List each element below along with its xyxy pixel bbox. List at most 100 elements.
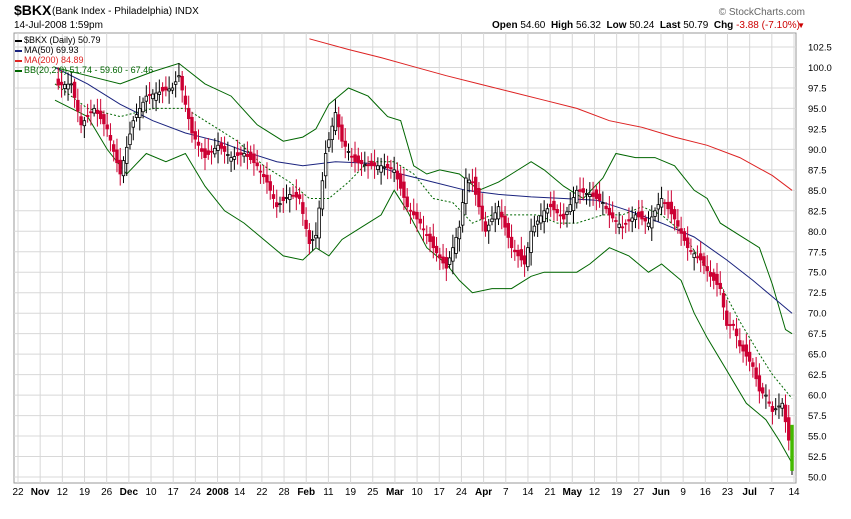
candle-body bbox=[653, 210, 657, 217]
candle-body bbox=[679, 228, 683, 234]
candle-body bbox=[76, 99, 80, 112]
candle-body bbox=[607, 207, 612, 216]
candle-body bbox=[725, 310, 729, 326]
candle-body bbox=[565, 211, 569, 215]
candle-body bbox=[206, 150, 210, 155]
candle-body bbox=[552, 200, 556, 211]
candle-body bbox=[147, 94, 152, 96]
candle-body bbox=[232, 156, 237, 160]
candle-body bbox=[333, 112, 338, 132]
candle-body bbox=[193, 131, 197, 140]
candle-body bbox=[304, 219, 308, 229]
candle-body bbox=[301, 202, 305, 214]
candle-body bbox=[591, 192, 595, 197]
candle-body bbox=[526, 247, 530, 268]
candle-body bbox=[444, 257, 449, 269]
candle-body bbox=[588, 194, 592, 197]
candle-body bbox=[89, 111, 93, 114]
candle-body bbox=[718, 282, 722, 290]
candle-body bbox=[63, 84, 67, 89]
candle-body bbox=[666, 201, 670, 210]
candle-body bbox=[597, 193, 602, 201]
candle-body bbox=[128, 133, 132, 146]
change-value: -3.88 (-7.10%) bbox=[736, 20, 800, 31]
x-tick-label: 11 bbox=[323, 487, 334, 498]
candle-body bbox=[640, 211, 644, 220]
legend-bb-label: BB(20,2.0) 51.74 - 59.60 - 67.46 bbox=[24, 65, 154, 75]
candle-body bbox=[190, 116, 194, 134]
candle-body bbox=[69, 83, 74, 86]
candle-body bbox=[265, 174, 269, 183]
y-tick-label: 57.5 bbox=[808, 411, 827, 422]
candle-body bbox=[594, 189, 599, 199]
candle-body bbox=[288, 194, 292, 200]
candle-body bbox=[428, 233, 432, 242]
x-tick-label: 14 bbox=[788, 487, 800, 498]
legend-ma50: MA(50) 69.93 bbox=[15, 45, 79, 55]
candle-body bbox=[712, 272, 716, 281]
candle-body bbox=[248, 151, 253, 161]
candle-body bbox=[783, 404, 788, 423]
candle-body bbox=[356, 155, 360, 164]
candle-body bbox=[581, 188, 585, 193]
candle-body bbox=[59, 81, 64, 86]
candle-body bbox=[327, 139, 331, 148]
candle-body bbox=[676, 220, 680, 227]
candle-body bbox=[545, 208, 550, 214]
candle-body bbox=[627, 219, 631, 222]
candle-body bbox=[258, 170, 263, 173]
candle-body bbox=[154, 92, 158, 101]
legend-price-label: $BKX (Daily) 50.79 bbox=[24, 35, 101, 45]
candle-body bbox=[692, 253, 696, 258]
candle-body bbox=[731, 323, 736, 326]
y-tick-label: 67.5 bbox=[808, 329, 827, 340]
moving-averages bbox=[54, 38, 793, 314]
candle-body bbox=[689, 250, 693, 252]
candle-body bbox=[751, 362, 755, 367]
x-tick-label: Jul bbox=[742, 487, 757, 498]
candle-body bbox=[173, 81, 178, 85]
change-label: Chg bbox=[713, 20, 734, 31]
candle-body bbox=[278, 203, 282, 206]
candle-body bbox=[323, 153, 328, 177]
candle-body bbox=[310, 239, 315, 241]
chevron-down-icon[interactable]: ▼ bbox=[797, 21, 805, 30]
candle-body bbox=[275, 202, 279, 208]
candle-body bbox=[790, 424, 794, 471]
candle-body bbox=[438, 254, 442, 259]
legend-price: $BKX (Daily) 50.79 bbox=[15, 35, 101, 45]
x-tick-label: Apr bbox=[475, 487, 492, 498]
candle-body bbox=[457, 226, 462, 240]
candle-body bbox=[646, 222, 651, 227]
candle-body bbox=[252, 153, 256, 164]
x-tick-label: 27 bbox=[633, 487, 645, 498]
candle-body bbox=[467, 179, 471, 184]
x-tick-label: 24 bbox=[190, 487, 202, 498]
high-value: 56.32 bbox=[575, 20, 601, 31]
copyright-link[interactable]: © StockCharts.com bbox=[718, 7, 805, 18]
y-tick-label: 80.0 bbox=[808, 227, 827, 238]
candle-body bbox=[167, 88, 171, 92]
candle-body bbox=[281, 196, 285, 201]
y-axis: 102.5 100.0 97.5 95.0 92.5 90.0 87.5 85.0 82.5 80… bbox=[808, 43, 832, 484]
y-tick-label: 70.0 bbox=[808, 309, 827, 320]
candle-body bbox=[610, 212, 615, 219]
low-label: Low bbox=[606, 20, 627, 31]
candle-body bbox=[314, 234, 318, 239]
candle-body bbox=[209, 150, 214, 153]
x-tick-label: Mar bbox=[386, 487, 404, 498]
x-tick-label: 28 bbox=[278, 487, 290, 498]
candle-body bbox=[431, 236, 435, 249]
candle-body bbox=[584, 193, 589, 195]
symbol-label: $BKX bbox=[14, 2, 52, 18]
candle-body bbox=[705, 266, 709, 272]
last-value: 50.79 bbox=[683, 20, 709, 31]
candle-body bbox=[115, 149, 119, 164]
candle-body bbox=[222, 146, 227, 152]
candle-body bbox=[643, 217, 647, 222]
candle-body bbox=[738, 340, 742, 347]
candle-body bbox=[372, 162, 377, 167]
candle-body bbox=[470, 181, 475, 184]
ma200-swatch bbox=[15, 59, 22, 62]
